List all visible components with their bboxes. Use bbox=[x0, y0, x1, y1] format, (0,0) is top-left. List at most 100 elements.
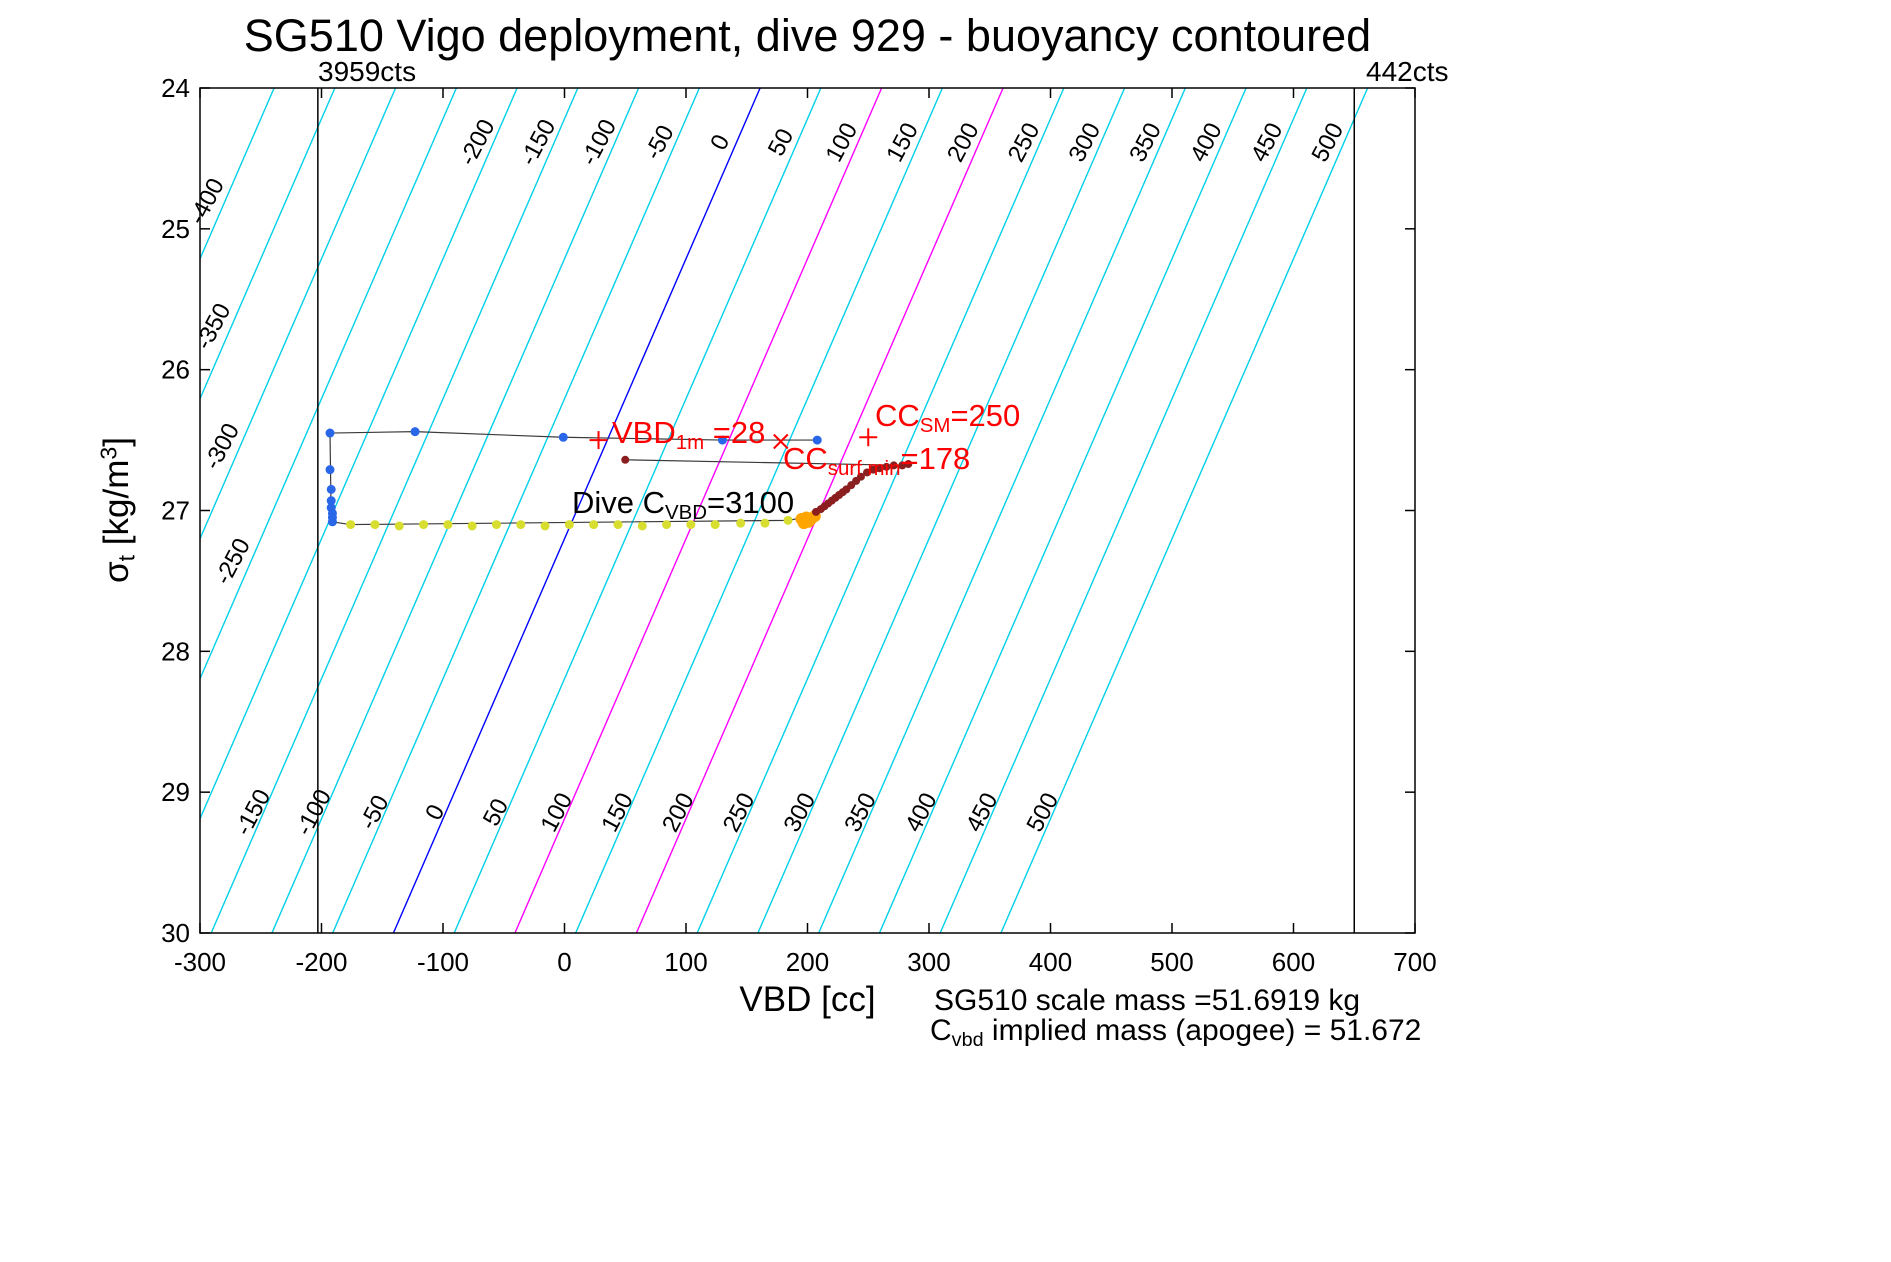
contour-label: -50 bbox=[640, 121, 680, 164]
text-part: VBD bbox=[665, 501, 708, 525]
axis-layer: -300 -200 -100 0 100 200 300 400 500 600 700242526… bbox=[161, 73, 1437, 977]
x-tick-label: 500 bbox=[1150, 947, 1193, 977]
data-point-surface-darkred bbox=[882, 462, 891, 471]
annotation-cc-surf-min: CCsurf min=178 bbox=[783, 441, 971, 480]
x-tick-label: 200 bbox=[786, 947, 829, 977]
data-point-surface-darkred bbox=[889, 461, 898, 470]
contour-label: 50 bbox=[478, 794, 514, 830]
text-part: vbd bbox=[951, 1028, 984, 1051]
contour-label: 500 bbox=[1021, 788, 1064, 836]
y-tick-label: 26 bbox=[161, 355, 190, 385]
vbd-counts-left-label: 3959cts bbox=[318, 56, 417, 87]
contour-line bbox=[210, 88, 579, 933]
y-tick-label: 27 bbox=[161, 496, 190, 526]
contour-line bbox=[757, 88, 1126, 933]
contour-label: -350 bbox=[190, 299, 236, 354]
data-point-dive-yellow bbox=[736, 518, 746, 528]
y-tick-label: 25 bbox=[161, 214, 190, 244]
data-point-climb-blue bbox=[558, 432, 568, 442]
x-tick-label: 100 bbox=[664, 947, 707, 977]
text-part: 3 bbox=[95, 446, 122, 460]
data-point-dive-yellow bbox=[443, 520, 453, 530]
data-point-climb-blue bbox=[410, 427, 420, 437]
data-point-surface-darkred bbox=[863, 468, 872, 477]
data-point-surface-darkred bbox=[898, 461, 907, 470]
data-point-climb-blue bbox=[325, 465, 335, 475]
data-point-climb-blue bbox=[327, 517, 337, 527]
data-point-surface-darkred bbox=[904, 460, 913, 469]
contour-label-layer: -400-350-300-250-200 -150-150-100-100-50-… bbox=[184, 115, 1350, 840]
data-point-dive-yellow bbox=[370, 520, 380, 530]
contour-label: 250 bbox=[718, 788, 761, 836]
contour-label: 50 bbox=[763, 124, 799, 160]
data-point-apogee-orange bbox=[797, 517, 810, 530]
contour-label: 200 bbox=[657, 788, 700, 836]
page-title: SG510 Vigo deployment, dive 929 - buoyan… bbox=[243, 10, 1372, 61]
implied-mass-text: Cvbd implied mass (apogee) = 51.672 bbox=[930, 1014, 1421, 1052]
text-part: =3100 bbox=[707, 485, 795, 520]
annotation-dive-cvbd: Dive CVBD=3100 bbox=[572, 485, 795, 525]
text-part: t bbox=[113, 554, 140, 562]
contour-label: 350 bbox=[839, 788, 882, 836]
contour-line bbox=[514, 88, 883, 933]
text-part: =28 bbox=[704, 415, 766, 450]
data-point-climb-blue bbox=[812, 435, 822, 445]
x-tick-label: -200 bbox=[295, 947, 347, 977]
contour-label: -100 bbox=[291, 785, 337, 840]
data-point-surface-darkred bbox=[875, 464, 884, 473]
text-part: [kg/m bbox=[96, 459, 136, 555]
data-point-dive-yellow bbox=[589, 520, 599, 530]
x-tick-label: 400 bbox=[1029, 947, 1072, 977]
data-point-dive-yellow bbox=[516, 520, 526, 530]
contour-line bbox=[696, 88, 1065, 933]
x-tick-label: 600 bbox=[1272, 947, 1315, 977]
contour-label: 400 bbox=[900, 788, 943, 836]
y-axis-label: σt [kg/m3] bbox=[95, 437, 140, 583]
contour-label: 300 bbox=[1064, 118, 1107, 166]
contour-label: 100 bbox=[821, 118, 864, 166]
contour-line bbox=[575, 88, 944, 933]
annotation-cc-sm: CCSM=250 bbox=[875, 398, 1020, 438]
data-point-surface-darkred bbox=[856, 472, 865, 481]
contour-label: 150 bbox=[881, 118, 924, 166]
contour-line bbox=[200, 88, 275, 261]
contour-line bbox=[878, 88, 1247, 933]
data-point-dive-yellow bbox=[710, 520, 720, 530]
contour-line bbox=[453, 88, 822, 933]
contour-label: -50 bbox=[355, 791, 395, 834]
data-point-surface-darkred bbox=[869, 465, 878, 474]
contour-line bbox=[939, 88, 1308, 933]
vbd-counts-right-label: 442cts bbox=[1366, 56, 1449, 87]
text-part: C bbox=[930, 1014, 952, 1047]
contour-label: 200 bbox=[942, 118, 985, 166]
text-part: CC bbox=[875, 398, 920, 433]
contour-label: 0 bbox=[420, 800, 450, 824]
text-part: SM bbox=[919, 414, 951, 438]
contour-label: 0 bbox=[705, 130, 735, 154]
y-tick-label: 29 bbox=[161, 777, 190, 807]
data-point-climb-blue bbox=[326, 496, 336, 506]
data-point-dive-yellow bbox=[613, 520, 623, 530]
data-point-dive-yellow bbox=[564, 520, 574, 530]
contour-label: 300 bbox=[778, 788, 821, 836]
contour-line bbox=[200, 88, 336, 401]
contour-line bbox=[392, 88, 761, 933]
text-part: Dive C bbox=[572, 485, 666, 520]
x-axis-label: VBD [cc] bbox=[739, 980, 876, 1019]
x-tick-label: -100 bbox=[417, 947, 469, 977]
y-tick-label: 28 bbox=[161, 636, 190, 666]
contour-label: 350 bbox=[1124, 118, 1167, 166]
text-part: =178 bbox=[900, 441, 971, 476]
data-point-dive-yellow bbox=[686, 520, 696, 530]
y-tick-label: 30 bbox=[161, 918, 190, 948]
data-point-dive-yellow bbox=[394, 521, 404, 531]
data-point-dive-yellow bbox=[637, 521, 647, 531]
contour-label: -400 bbox=[184, 174, 230, 229]
data-point-dive-yellow bbox=[662, 520, 672, 530]
text-part: ] bbox=[96, 437, 136, 447]
contour-label: 450 bbox=[961, 788, 1004, 836]
text-part: VBD bbox=[612, 415, 676, 450]
data-point-dive-yellow bbox=[760, 518, 770, 528]
x-marker bbox=[773, 433, 789, 450]
